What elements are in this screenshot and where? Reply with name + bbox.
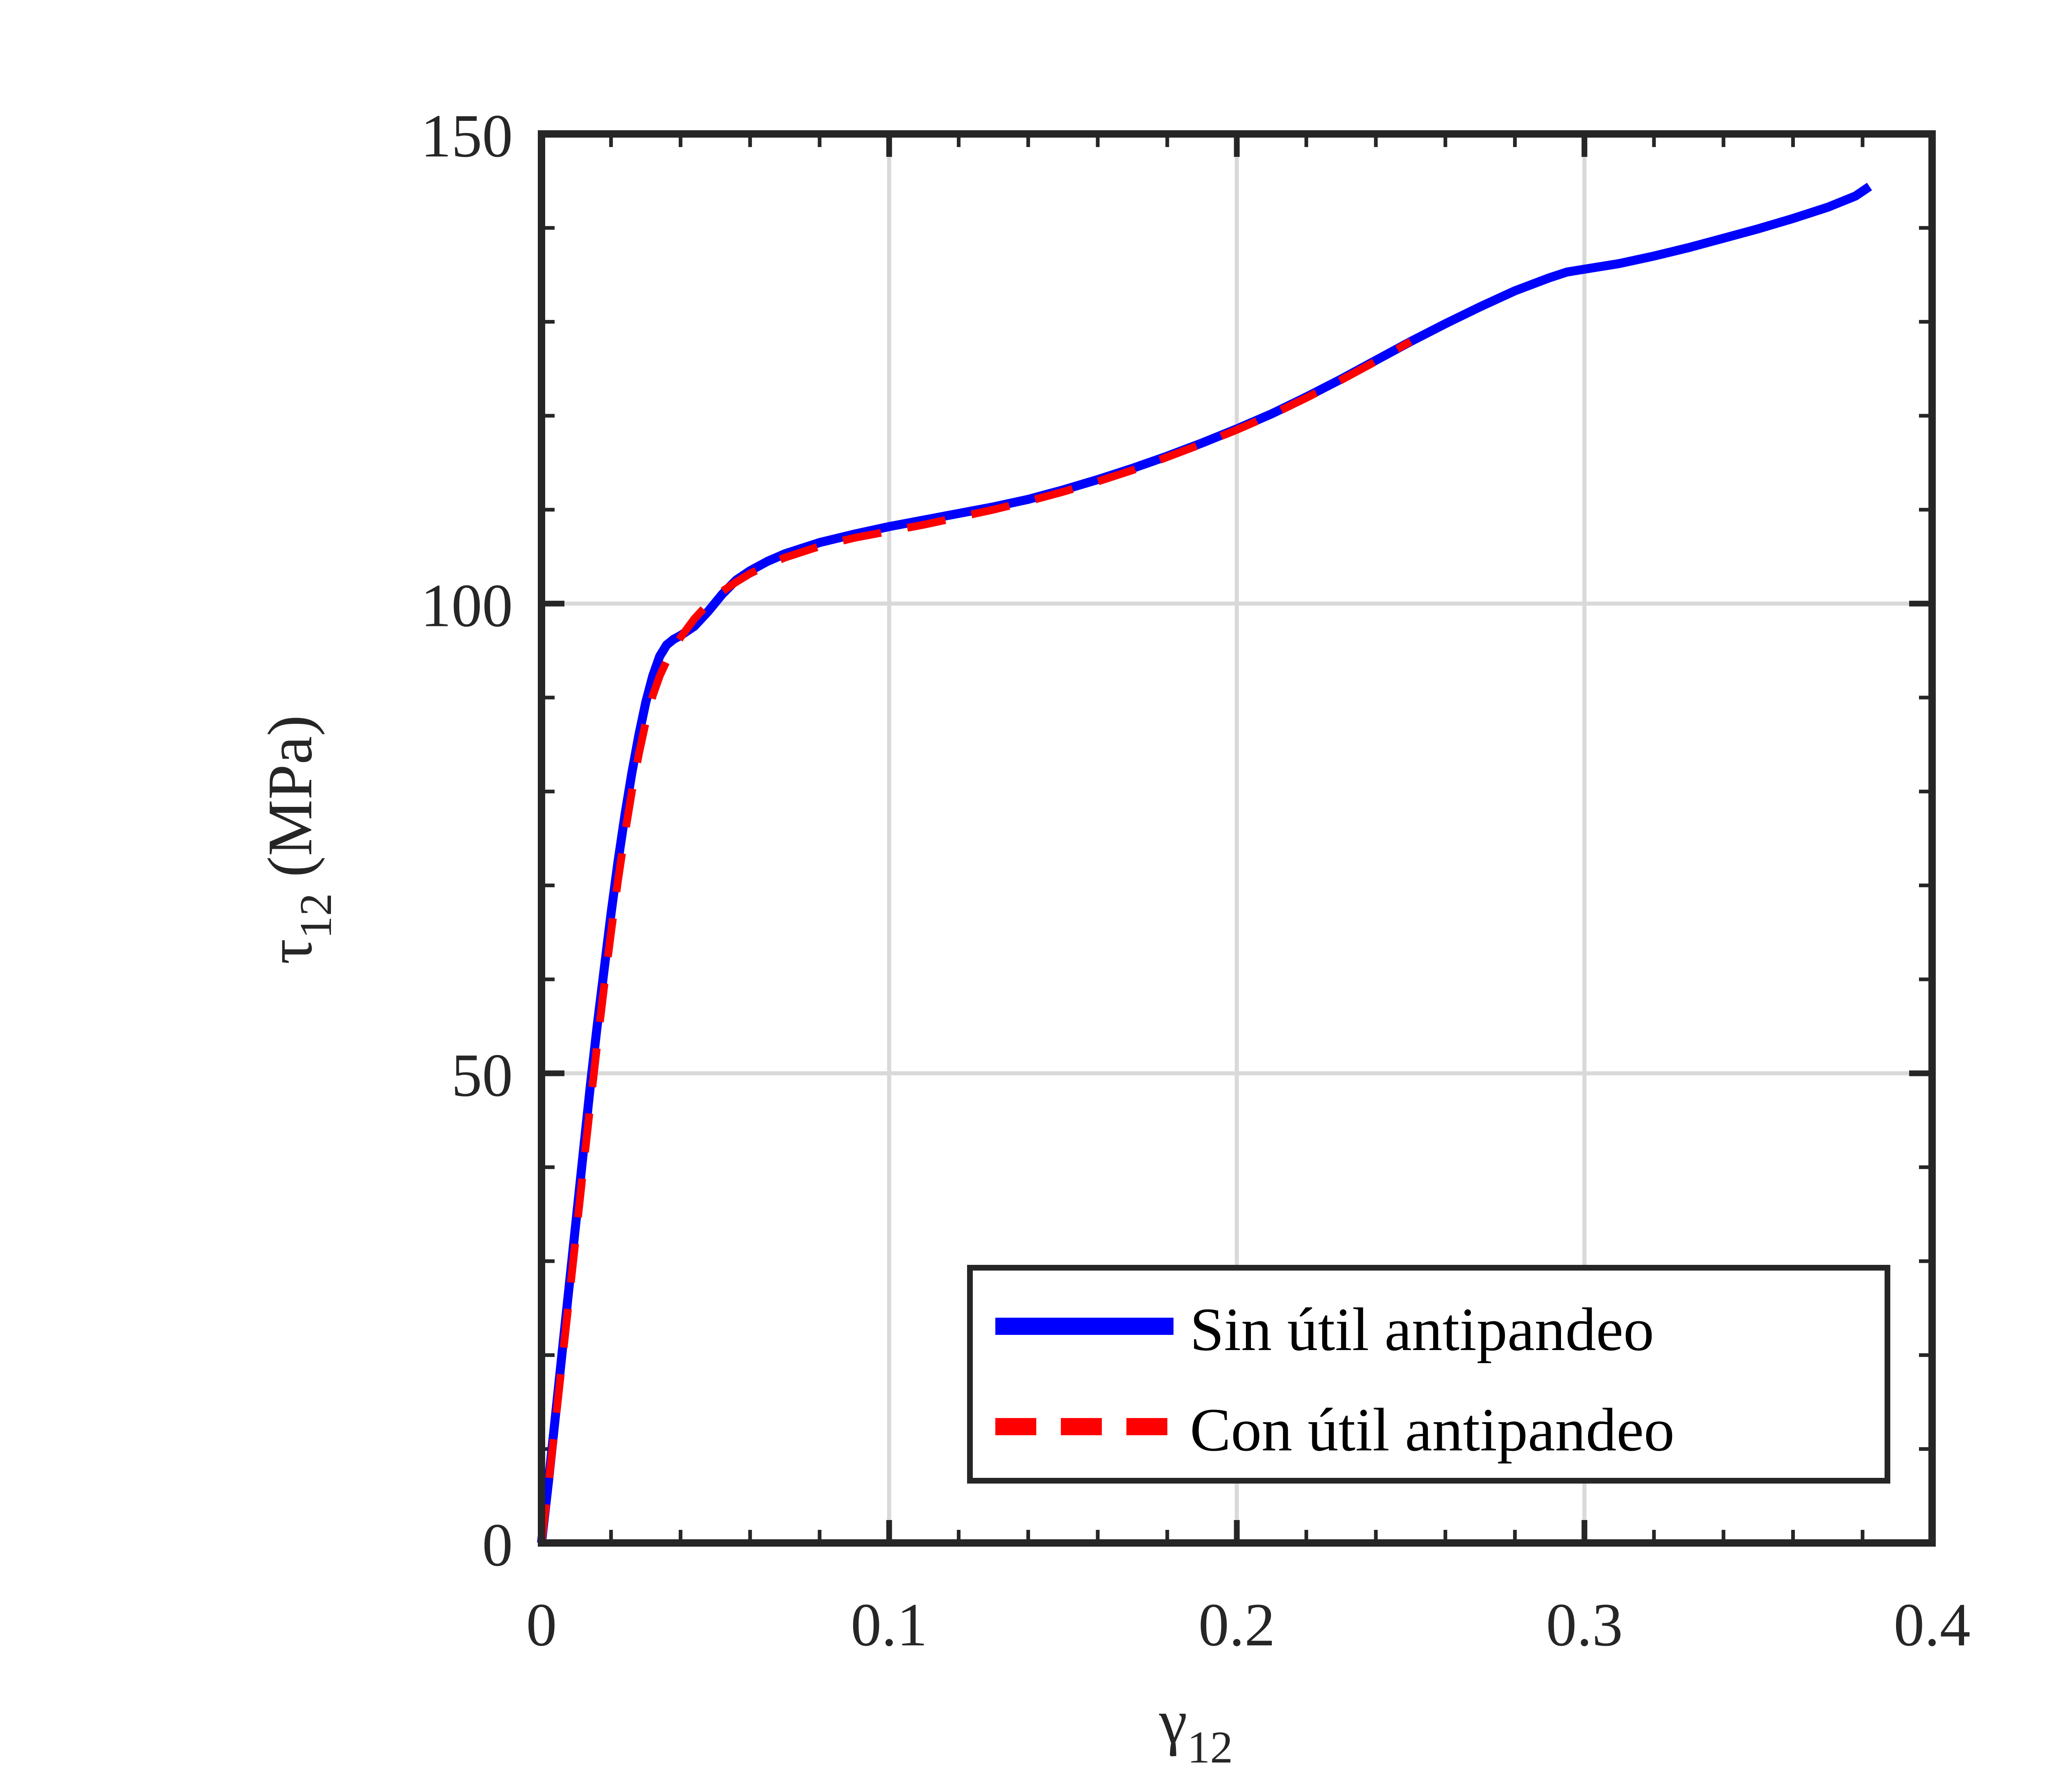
x-tick-label: 0 bbox=[526, 1591, 557, 1659]
x-axis-title: γ12 bbox=[1159, 1686, 1233, 1773]
x-axis-title-symbol: γ bbox=[1159, 1686, 1187, 1757]
series-line-sin-util-antipandeo bbox=[537, 183, 1872, 1544]
plot-frame bbox=[538, 130, 1936, 1547]
x-tick-label: 0.4 bbox=[1894, 1591, 1971, 1659]
y-axis-title-unit: (MPa) bbox=[255, 715, 325, 893]
legend-box bbox=[967, 1265, 1890, 1484]
legend-label-sin-util-antipandeo: Sin útil antipandeo bbox=[1190, 1296, 1654, 1364]
legend-label-con-util-antipandeo: Con útil antipandeo bbox=[1190, 1396, 1674, 1464]
x-axis-tick-labels: 0 0.1 0.2 0.3 0.4 bbox=[526, 1591, 1971, 1659]
y-axis-title-subscript: 12 bbox=[291, 893, 341, 939]
svg-text:γ12: γ12 bbox=[1159, 1686, 1233, 1773]
y-tick-label: 150 bbox=[421, 102, 513, 170]
x-tick-label: 0.1 bbox=[851, 1591, 928, 1659]
data-series-group bbox=[537, 183, 1872, 1544]
y-tick-label: 100 bbox=[421, 572, 513, 640]
y-tick-label: 0 bbox=[482, 1511, 513, 1579]
y-tick-label: 50 bbox=[451, 1041, 513, 1109]
series-line-con-util-antipandeo bbox=[537, 338, 1413, 1544]
svg-text:τ12 (MPa): τ12 (MPa) bbox=[255, 715, 341, 965]
x-tick-label: 0.2 bbox=[1198, 1591, 1275, 1659]
chart-legend[interactable]: Sin útil antipandeo Con útil antipandeo bbox=[967, 1265, 1890, 1484]
x-axis-title-subscript: 12 bbox=[1187, 1722, 1233, 1773]
y-axis-tick-labels: 0 50 100 150 bbox=[421, 102, 513, 1579]
legend-item-con-util-antipandeo[interactable]: Con útil antipandeo bbox=[995, 1396, 1674, 1464]
y-axis-title: τ12 (MPa) bbox=[255, 715, 341, 965]
legend-item-sin-util-antipandeo[interactable]: Sin útil antipandeo bbox=[995, 1296, 1654, 1364]
x-tick-label: 0.3 bbox=[1546, 1591, 1623, 1659]
y-axis-title-symbol: τ bbox=[255, 939, 325, 964]
